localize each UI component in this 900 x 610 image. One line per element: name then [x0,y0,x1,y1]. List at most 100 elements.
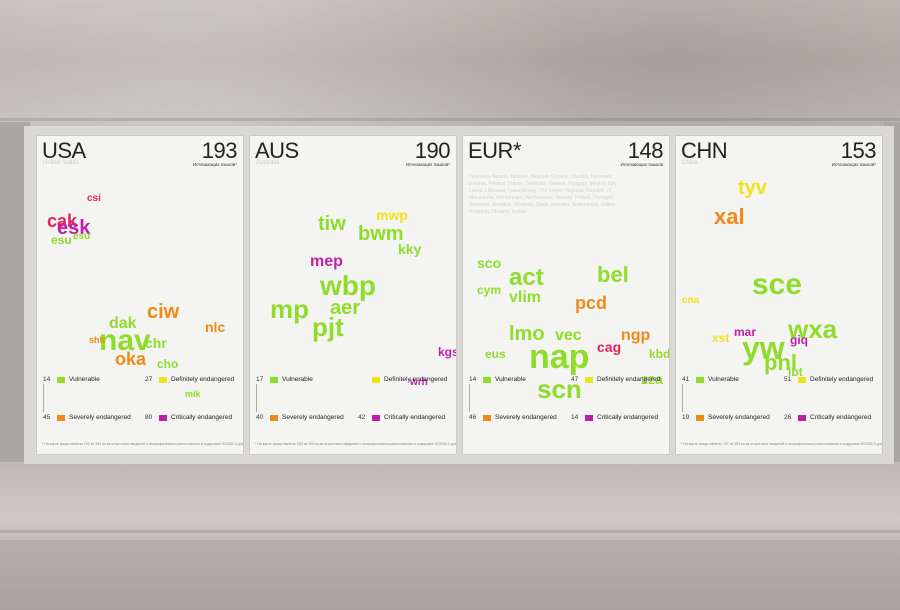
endangered-count-label: Исчезающих языков* [831,162,876,167]
legend-label: Definitely endangered [171,376,235,383]
language-code: pcd [575,293,608,313]
language-code: sce [752,268,803,301]
language-code: mik [185,389,201,399]
legend-swatch [585,377,593,383]
legend-critically: 14 Critically endangered [571,414,667,448]
language-code: sco [477,255,502,271]
language-code: yw [742,330,785,366]
language-code: cho [157,357,179,371]
legend-count: 14 [469,376,477,383]
poster-code: CHN [681,138,728,163]
language-code: xst [712,331,730,345]
legend-swatch [585,415,593,421]
language-code: oka [115,349,147,369]
footnote: * На карте представлены 153 из 190 из-за… [255,442,456,446]
footnote: * На карте представлены 137 из 153 из-за… [681,442,882,446]
language-code: nlc [205,319,226,335]
legend-critically: 42 Critically endangered [358,414,454,448]
legend-swatch [483,377,491,383]
legend-label: Critically endangered [171,414,233,421]
legend-label: Definitely endangered [810,376,874,383]
legend-swatch [483,415,491,421]
language-code: kbd [649,347,669,361]
legend-count: 47 [571,376,579,383]
poster-chn: CHN 153 Исчезающих языков* China tyv xal sce cn… [676,136,882,454]
legend-swatch [159,377,167,383]
legend-count: 42 [358,414,366,421]
legend-severely: 19 Severely endangered [682,414,778,448]
legend-definitely: 27 Definitely endangered [145,376,241,410]
legend-label: Severely endangered [69,414,131,421]
legend-vulnerable: 41 Vulnerable [682,376,778,410]
language-code: aer [330,297,361,319]
poster-usa: USA 193 Исчезающих языков* United States csi… [37,136,243,454]
poster-eur: EUR* 148 Исчезающих языков * Andorra, Austr… [463,136,669,454]
legend-definitely: 47 Definitely endangered [571,376,667,410]
language-code: shh [89,335,106,345]
footnote: * На карте представлены 102 из 193 из-за… [42,442,243,446]
wall-ledge-line [0,118,900,121]
language-code: chr [145,335,167,351]
poster-code: AUS [255,138,299,163]
legend-swatch [57,415,65,421]
legend-count: 41 [682,376,690,383]
size-scale [43,384,74,412]
legend-severely: 46 Severely endangered [469,414,565,448]
language-code: act [509,264,544,291]
legend-label: Vulnerable [282,376,313,383]
legend-swatch [270,415,278,421]
legend-vulnerable: 17 Vulnerable [256,376,352,410]
legend-count: 14 [571,414,579,421]
language-code: dak [109,315,137,332]
legend-label: Definitely endangered [384,376,448,383]
size-scale [469,384,500,412]
poster-subtitle: China [682,160,698,166]
language-code: bwm [358,223,404,245]
language-code: wbp [320,270,376,301]
language-code: bel [597,262,629,287]
legend-swatch [159,415,167,421]
language-code: cak [47,211,78,231]
legend-critically: 80 Critically endangered [145,414,241,448]
language-code: pjt [312,312,344,342]
language-code: wrh [410,377,428,388]
legend-count: 27 [145,376,153,383]
legend-swatch [372,415,380,421]
legend-label: Severely endangered [708,414,770,421]
legend-label: Critically endangered [810,414,872,421]
language-code: mwp [376,207,408,223]
legend-count: 51 [784,376,792,383]
language-code: esu [73,231,91,242]
legend-label: Vulnerable [708,376,739,383]
legend-count: 46 [469,414,477,421]
language-code: vlim [509,289,542,306]
language-code: lmo [509,323,545,345]
size-scale [256,384,287,412]
endangered-count: 193 [201,138,238,163]
language-code: lbt [788,365,803,379]
endangered-count-label: Исчезающих языков* [405,162,450,167]
language-code: mp [270,294,309,324]
legend-severely: 45 Severely endangered [43,414,139,448]
legend-vulnerable: 14 Vulnerable [43,376,139,410]
legend-label: Definitely endangered [597,376,661,383]
poster-code: EUR* [468,138,522,163]
language-code: nap [529,338,590,376]
legend-label: Vulnerable [69,376,100,383]
sidewalk [0,540,900,610]
legend-count: 80 [145,414,153,421]
legend-count: 26 [784,414,792,421]
size-scale [682,384,713,412]
language-code: vec [555,327,582,344]
language-code: cag [597,339,622,355]
language-code: wxa [788,314,838,344]
endangered-count-label: Исчезающих языков [620,162,664,167]
language-code: scn [537,374,582,404]
legend-count: 45 [43,414,51,421]
legend-label: Severely endangered [495,414,557,421]
legend-count: 14 [43,376,51,383]
legend-label: Severely endangered [282,414,344,421]
language-code: esk [57,217,91,239]
legend-swatch [372,377,380,383]
poster-aus: AUS 190 Исчезающих языков* Australia tiw mwp b… [250,136,456,454]
